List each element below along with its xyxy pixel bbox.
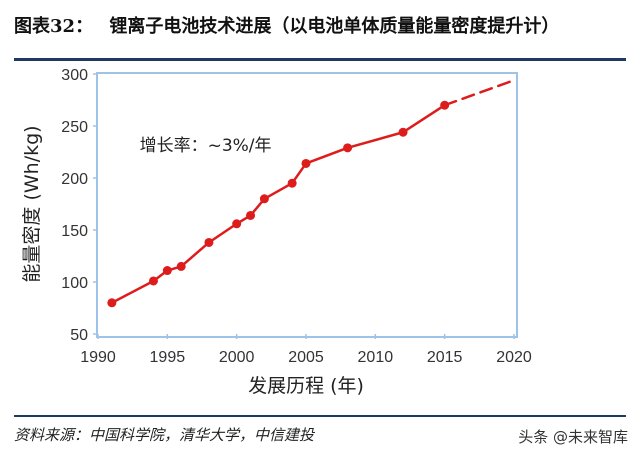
x-tick-label: 2015 (427, 349, 463, 366)
data-point (301, 158, 311, 168)
y-tick-label: 250 (61, 119, 88, 136)
data-point (107, 298, 117, 308)
figure-title-number: 32 (50, 16, 76, 37)
y-tick-label: 150 (61, 223, 88, 240)
title-divider (14, 58, 626, 61)
watermark: 头条 @未来智库 (518, 428, 628, 446)
figure-title-prefix: 图表 (14, 16, 50, 37)
data-point (148, 276, 158, 286)
x-tick-label: 1990 (80, 349, 116, 366)
figure-title-text: 锂离子电池技术进展（以电池单体质量能量密度提升计） (109, 16, 560, 37)
y-axis-title: 能量密度 (Wh/kg) (21, 125, 43, 282)
y-tick-label: 200 (61, 171, 88, 188)
x-tick-label: 2010 (358, 349, 394, 366)
plot-frame (96, 72, 518, 338)
x-tick-label: 2000 (219, 349, 255, 366)
data-point (176, 261, 186, 271)
figure-title: 图表32： 锂离子电池技术进展（以电池单体质量能量密度提升计） (14, 12, 626, 38)
projection-line (443, 78, 516, 107)
x-tick-label: 2005 (288, 349, 324, 366)
data-point (232, 219, 242, 229)
footer-divider (14, 415, 626, 417)
data-point (204, 237, 214, 247)
data-point (162, 266, 172, 276)
energy-density-chart: 50 100 150 200 250 300 1990 1995 2000 2005 2010 201… (21, 67, 532, 397)
y-tick-label: 100 (61, 275, 88, 292)
y-tick-label: 300 (61, 67, 88, 84)
growth-rate-annotation: 增长率：~3%/年 (140, 136, 272, 156)
x-tick-label: 2020 (496, 349, 532, 366)
figure-title-colon: ： (75, 16, 94, 37)
x-axis-title: 发展历程 (年) (248, 375, 364, 397)
data-point (398, 127, 408, 137)
data-point (287, 178, 297, 188)
source-note: 资料来源：中国科学院，清华大学，中信建投 (14, 426, 315, 444)
data-point (246, 210, 256, 220)
data-line (110, 103, 446, 305)
x-tick-label: 1995 (150, 349, 186, 366)
data-point (343, 143, 353, 153)
data-point (259, 194, 269, 204)
y-tick-label: 50 (70, 327, 88, 344)
